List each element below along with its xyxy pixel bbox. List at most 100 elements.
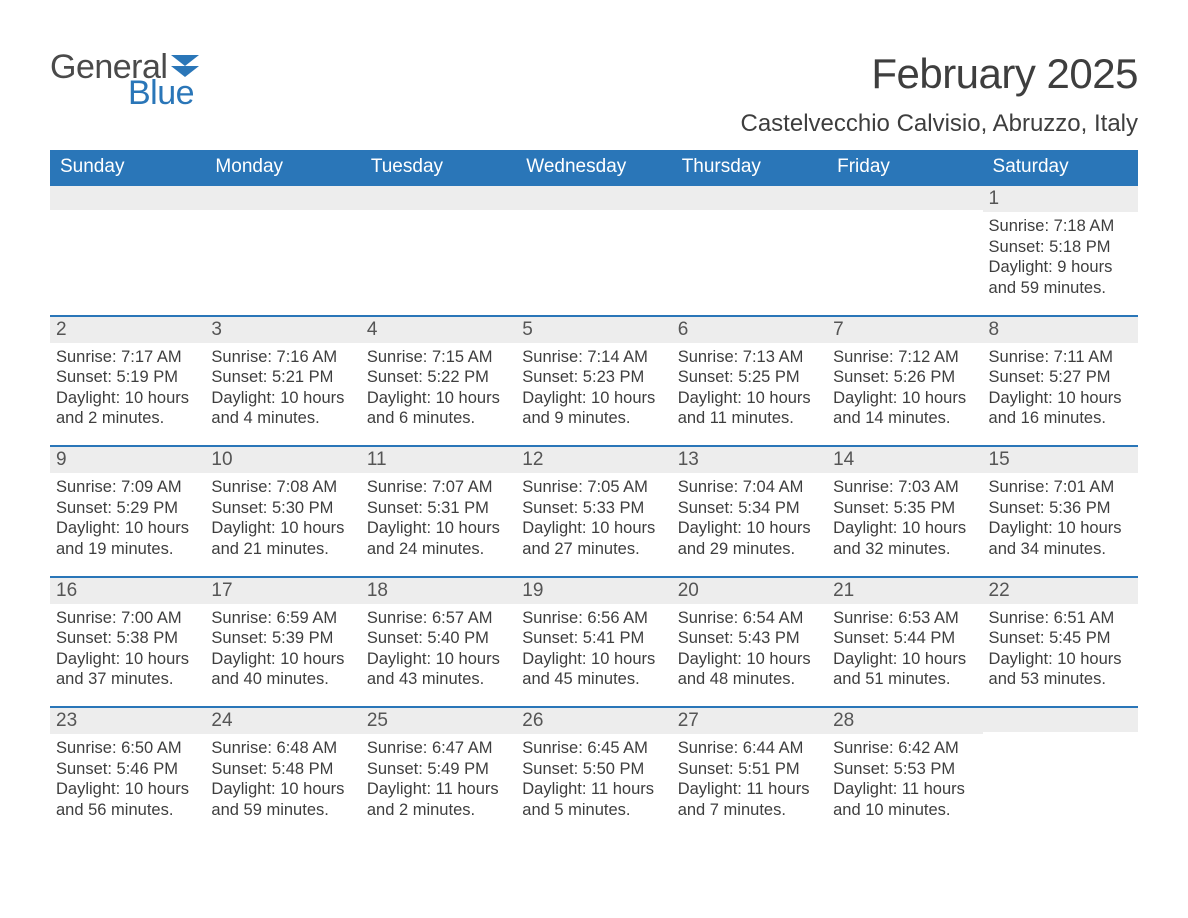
daylight-line-2: and 27 minutes. [522,539,665,560]
sunrise-line: Sunrise: 7:13 AM [678,347,821,368]
day-body: Sunrise: 6:48 AMSunset: 5:48 PMDaylight:… [205,734,360,837]
sunrise-line: Sunrise: 7:04 AM [678,477,821,498]
daylight-line-2: and 2 minutes. [56,408,199,429]
day-header-row: SundayMondayTuesdayWednesdayThursdayFrid… [50,150,1138,186]
day-cell: 22Sunrise: 6:51 AMSunset: 5:45 PMDayligh… [983,578,1138,707]
day-body: Sunrise: 6:45 AMSunset: 5:50 PMDaylight:… [516,734,671,837]
day-number: 11 [361,447,516,473]
daylight-line-2: and 10 minutes. [833,800,976,821]
daylight-line-2: and 51 minutes. [833,669,976,690]
day-number: 6 [672,317,827,343]
sunset-line: Sunset: 5:29 PM [56,498,199,519]
daylight-line-1: Daylight: 10 hours [833,518,976,539]
day-number: 21 [827,578,982,604]
day-number: 22 [983,578,1138,604]
day-number: 12 [516,447,671,473]
day-number [516,186,671,210]
day-body [516,210,671,230]
day-number [205,186,360,210]
sunrise-line: Sunrise: 7:08 AM [211,477,354,498]
day-cell: 16Sunrise: 7:00 AMSunset: 5:38 PMDayligh… [50,578,205,707]
sunrise-line: Sunrise: 6:50 AM [56,738,199,759]
day-body: Sunrise: 7:04 AMSunset: 5:34 PMDaylight:… [672,473,827,576]
daylight-line-2: and 59 minutes. [211,800,354,821]
daylight-line-2: and 34 minutes. [989,539,1132,560]
day-cell: 27Sunrise: 6:44 AMSunset: 5:51 PMDayligh… [672,708,827,837]
day-body [361,210,516,230]
sunrise-line: Sunrise: 6:54 AM [678,608,821,629]
calendar: SundayMondayTuesdayWednesdayThursdayFrid… [50,150,1138,837]
day-cell: 24Sunrise: 6:48 AMSunset: 5:48 PMDayligh… [205,708,360,837]
day-number [672,186,827,210]
daylight-line-2: and 59 minutes. [989,278,1132,299]
day-cell: 13Sunrise: 7:04 AMSunset: 5:34 PMDayligh… [672,447,827,576]
day-number [50,186,205,210]
day-cell [516,186,671,315]
day-header: Sunday [50,150,205,186]
day-body: Sunrise: 7:12 AMSunset: 5:26 PMDaylight:… [827,343,982,446]
sunset-line: Sunset: 5:22 PM [367,367,510,388]
daylight-line-2: and 45 minutes. [522,669,665,690]
daylight-line-2: and 24 minutes. [367,539,510,560]
sunset-line: Sunset: 5:25 PM [678,367,821,388]
day-cell: 3Sunrise: 7:16 AMSunset: 5:21 PMDaylight… [205,317,360,446]
daylight-line-2: and 53 minutes. [989,669,1132,690]
day-number [983,708,1138,732]
day-body: Sunrise: 7:11 AMSunset: 5:27 PMDaylight:… [983,343,1138,446]
day-body: Sunrise: 7:14 AMSunset: 5:23 PMDaylight:… [516,343,671,446]
sunrise-line: Sunrise: 6:45 AM [522,738,665,759]
sunrise-line: Sunrise: 6:51 AM [989,608,1132,629]
daylight-line-2: and 9 minutes. [522,408,665,429]
day-cell: 14Sunrise: 7:03 AMSunset: 5:35 PMDayligh… [827,447,982,576]
day-header: Monday [205,150,360,186]
logo-text-blue: Blue [128,76,194,110]
sunset-line: Sunset: 5:44 PM [833,628,976,649]
daylight-line-2: and 4 minutes. [211,408,354,429]
day-number: 19 [516,578,671,604]
daylight-line-2: and 11 minutes. [678,408,821,429]
day-cell: 12Sunrise: 7:05 AMSunset: 5:33 PMDayligh… [516,447,671,576]
day-header: Wednesday [516,150,671,186]
daylight-line-1: Daylight: 10 hours [522,649,665,670]
day-body: Sunrise: 6:44 AMSunset: 5:51 PMDaylight:… [672,734,827,837]
day-cell: 2Sunrise: 7:17 AMSunset: 5:19 PMDaylight… [50,317,205,446]
sunrise-line: Sunrise: 7:15 AM [367,347,510,368]
day-body: Sunrise: 7:09 AMSunset: 5:29 PMDaylight:… [50,473,205,576]
day-header: Friday [827,150,982,186]
daylight-line-1: Daylight: 10 hours [833,649,976,670]
sunset-line: Sunset: 5:43 PM [678,628,821,649]
day-number: 20 [672,578,827,604]
logo: General Blue [50,50,205,110]
day-cell [205,186,360,315]
day-body: Sunrise: 6:54 AMSunset: 5:43 PMDaylight:… [672,604,827,707]
day-cell: 6Sunrise: 7:13 AMSunset: 5:25 PMDaylight… [672,317,827,446]
day-cell: 11Sunrise: 7:07 AMSunset: 5:31 PMDayligh… [361,447,516,576]
day-body [672,210,827,230]
day-number [827,186,982,210]
day-body: Sunrise: 6:51 AMSunset: 5:45 PMDaylight:… [983,604,1138,707]
daylight-line-2: and 2 minutes. [367,800,510,821]
day-body: Sunrise: 6:42 AMSunset: 5:53 PMDaylight:… [827,734,982,837]
day-cell: 21Sunrise: 6:53 AMSunset: 5:44 PMDayligh… [827,578,982,707]
daylight-line-1: Daylight: 10 hours [367,649,510,670]
sunset-line: Sunset: 5:33 PM [522,498,665,519]
week-row: 2Sunrise: 7:17 AMSunset: 5:19 PMDaylight… [50,315,1138,446]
day-cell: 28Sunrise: 6:42 AMSunset: 5:53 PMDayligh… [827,708,982,837]
day-body: Sunrise: 7:16 AMSunset: 5:21 PMDaylight:… [205,343,360,446]
day-body: Sunrise: 7:00 AMSunset: 5:38 PMDaylight:… [50,604,205,707]
daylight-line-1: Daylight: 10 hours [56,779,199,800]
day-cell: 19Sunrise: 6:56 AMSunset: 5:41 PMDayligh… [516,578,671,707]
day-number: 2 [50,317,205,343]
daylight-line-1: Daylight: 10 hours [211,649,354,670]
day-number: 16 [50,578,205,604]
day-header: Tuesday [361,150,516,186]
sunset-line: Sunset: 5:48 PM [211,759,354,780]
sunset-line: Sunset: 5:34 PM [678,498,821,519]
day-number: 17 [205,578,360,604]
daylight-line-1: Daylight: 10 hours [678,518,821,539]
sunset-line: Sunset: 5:38 PM [56,628,199,649]
sunset-line: Sunset: 5:31 PM [367,498,510,519]
day-body: Sunrise: 7:07 AMSunset: 5:31 PMDaylight:… [361,473,516,576]
sunset-line: Sunset: 5:27 PM [989,367,1132,388]
day-number: 9 [50,447,205,473]
